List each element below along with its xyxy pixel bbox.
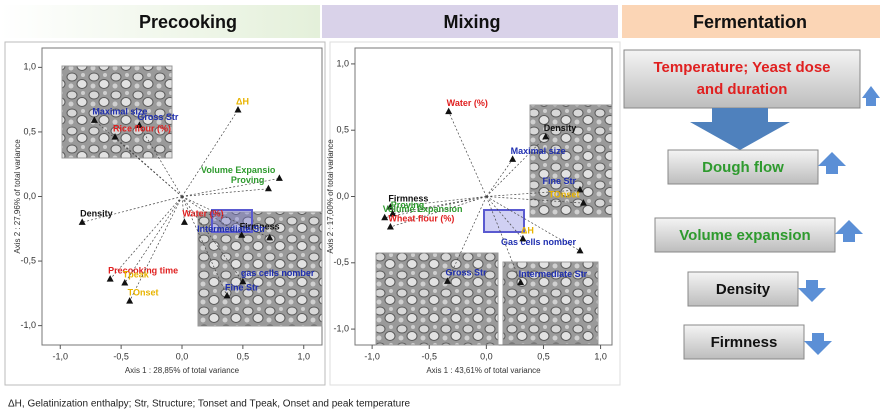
driver-text: and duration xyxy=(697,81,788,98)
point-label: Fine Str xyxy=(543,176,577,186)
y-axis-label: Axis 2 : 27,96% of total variance xyxy=(13,139,22,254)
point-label: Gross Str xyxy=(137,112,179,122)
x-tick-label: -0,5 xyxy=(113,351,129,361)
footnote: ΔH, Gelatinization enthalpy; Str, Struct… xyxy=(8,399,411,410)
up-arrow xyxy=(862,86,880,106)
x-tick-label: 1,0 xyxy=(297,351,310,361)
y-tick-label: -1,0 xyxy=(20,320,36,330)
point-label: Density xyxy=(80,209,113,219)
point-label: Proving xyxy=(231,175,265,185)
point-label: gas cells nomber xyxy=(241,268,315,278)
point-label: TOnset xyxy=(549,190,580,200)
fermentation-panel: Temperature; Yeast dose and duration Dou… xyxy=(624,50,880,359)
x-tick-label: -1,0 xyxy=(53,351,69,361)
effect-label: Firmness xyxy=(711,334,778,351)
y-tick-label: -1,0 xyxy=(333,323,349,333)
figure: Precooking Mixing Fermentation Temperatu… xyxy=(0,0,880,413)
point-label: Maximal size xyxy=(511,146,566,156)
point-label: ΔH xyxy=(236,96,249,106)
down-arrow xyxy=(798,280,826,302)
x-axis-label: Axis 1 : 28,85% of total variance xyxy=(125,366,240,375)
header-title: Mixing xyxy=(444,12,501,32)
effect-label: Density xyxy=(716,281,771,298)
y-tick-label: -0,5 xyxy=(20,255,36,265)
point-label: Fine Str xyxy=(225,282,259,292)
point-label: Gross Str xyxy=(446,268,488,278)
y-tick-label: 0,0 xyxy=(336,191,349,201)
point-label: Gas cells nomber xyxy=(501,237,577,247)
selection-box xyxy=(484,210,524,232)
driver-text: Temperature; Yeast dose xyxy=(653,59,830,76)
y-tick-label: 0,5 xyxy=(23,126,36,136)
y-tick-label: 0,0 xyxy=(23,191,36,201)
point-label: Intermediate Str xyxy=(519,269,588,279)
y-tick-label: 1,0 xyxy=(336,58,349,68)
point-label: Proving xyxy=(391,200,425,210)
up-arrow xyxy=(835,220,863,242)
effect-label: Dough flow xyxy=(702,159,784,176)
header-title: Fermentation xyxy=(693,12,807,32)
x-tick-label: -1,0 xyxy=(364,351,380,361)
x-tick-label: 0,0 xyxy=(176,351,189,361)
point-label: TOnset xyxy=(128,287,159,297)
point-label: Tpeak xyxy=(123,269,150,279)
point-label: ΔH xyxy=(521,225,534,235)
effect-label: Volume expansion xyxy=(679,227,810,244)
y-axis-label: Axis 2 : 17,00% of total variance xyxy=(326,139,335,254)
up-arrow xyxy=(818,152,846,174)
point-label: Water (%) xyxy=(447,98,488,108)
x-axis-label: Axis 1 : 43,61% of total variance xyxy=(426,366,541,375)
x-tick-label: -0,5 xyxy=(421,351,437,361)
page: { "header": {"precooking": "Precooking",… xyxy=(0,0,880,413)
y-tick-label: 0,5 xyxy=(336,125,349,135)
point-label: Density xyxy=(544,123,577,133)
down-arrow xyxy=(690,108,790,150)
x-tick-label: 1,0 xyxy=(594,351,607,361)
down-arrow xyxy=(804,333,832,355)
x-tick-label: 0,0 xyxy=(480,351,493,361)
y-tick-label: -0,5 xyxy=(333,257,349,267)
point-label: Volume Expansio xyxy=(201,165,276,175)
x-tick-label: 0,5 xyxy=(237,351,250,361)
header-title: Precooking xyxy=(139,12,237,32)
point-label: Rice flour (%) xyxy=(113,123,171,133)
x-tick-label: 0,5 xyxy=(537,351,550,361)
y-tick-label: 1,0 xyxy=(23,62,36,72)
point-label: Wheat flour (%) xyxy=(388,213,454,223)
